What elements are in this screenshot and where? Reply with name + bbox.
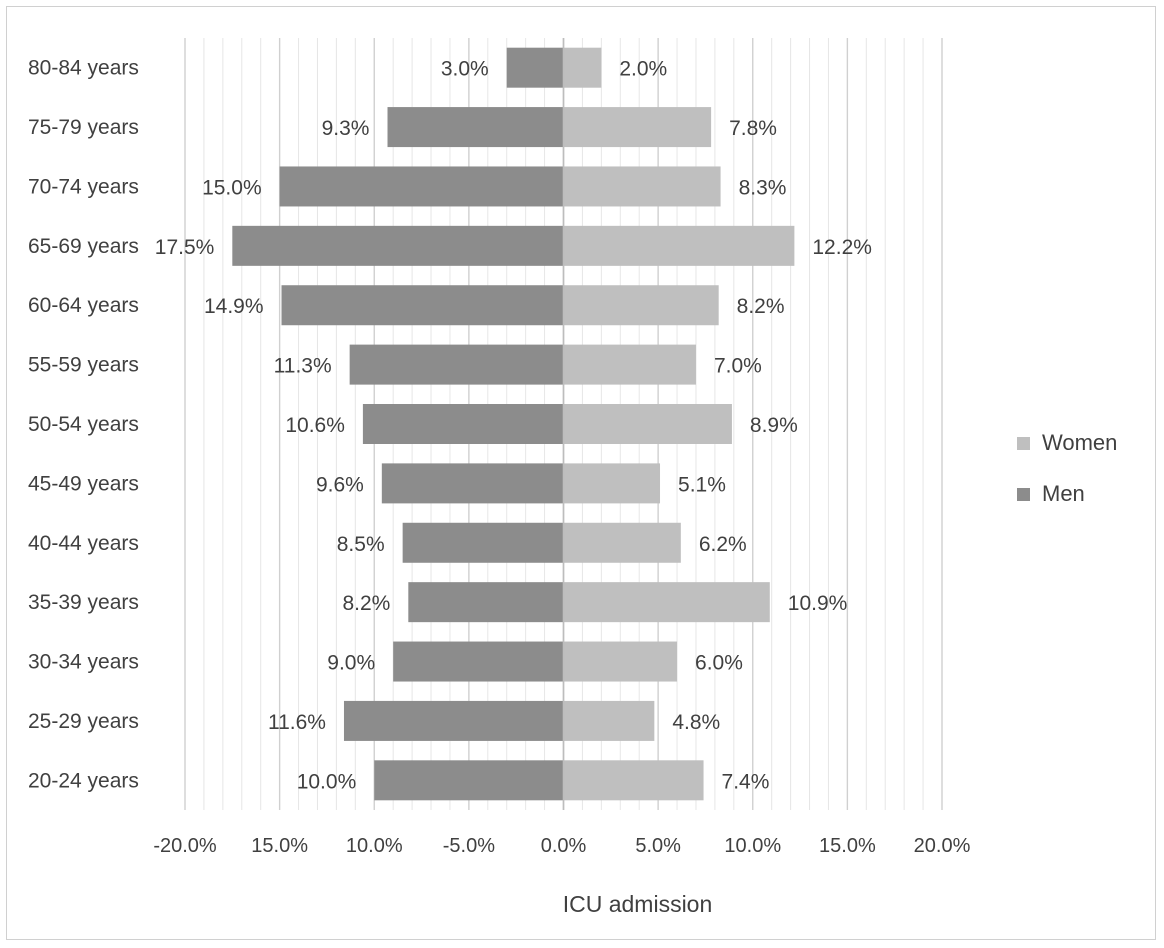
data-label-men: 15.0% — [202, 176, 262, 199]
bar-women — [563, 760, 704, 801]
data-label-women: 5.1% — [678, 473, 726, 496]
category-label: 50-54 years — [28, 413, 139, 436]
x-tick-label: 15.0% — [819, 835, 876, 857]
data-label-women: 12.2% — [812, 236, 872, 259]
legend-swatch-men — [1017, 488, 1030, 501]
category-label: 60-64 years — [28, 294, 139, 317]
bar-men — [506, 47, 564, 88]
bar-men — [402, 522, 564, 563]
bar-women — [563, 107, 712, 148]
category-label: 35-39 years — [28, 591, 139, 614]
data-label-women: 7.0% — [714, 355, 762, 378]
data-label-men: 9.0% — [327, 652, 375, 675]
bar-women — [563, 47, 602, 88]
bar-men — [374, 760, 564, 801]
legend-swatch-women — [1017, 437, 1030, 450]
bar-men — [387, 107, 564, 148]
legend-label-men: Men — [1042, 481, 1085, 506]
bar-women — [563, 404, 732, 444]
bar-women — [563, 641, 678, 682]
data-label-men: 10.6% — [285, 414, 345, 437]
data-label-women: 8.2% — [737, 295, 785, 318]
bar-men — [362, 404, 564, 444]
data-label-men: 11.3% — [274, 355, 332, 378]
data-label-men: 11.6% — [268, 711, 326, 734]
data-label-men: 9.3% — [322, 117, 370, 140]
category-label: 30-34 years — [28, 651, 139, 674]
bar-men — [279, 166, 564, 207]
data-label-women: 6.0% — [695, 652, 743, 675]
x-tick-label: 10.0% — [724, 835, 781, 857]
category-label: 55-59 years — [28, 354, 139, 377]
legend-label-women: Women — [1042, 430, 1117, 455]
bar-men — [381, 463, 564, 504]
bar-men — [408, 582, 564, 623]
category-label: 70-74 years — [28, 175, 139, 198]
data-label-men: 8.5% — [337, 533, 385, 556]
bar-women — [563, 522, 681, 563]
bar-women — [563, 285, 719, 326]
data-label-men: 3.0% — [441, 58, 489, 81]
x-tick-label: 20.0% — [914, 835, 971, 857]
category-label: 40-44 years — [28, 532, 139, 555]
data-label-women: 8.9% — [750, 414, 798, 437]
data-label-women: 6.2% — [699, 533, 747, 556]
category-label: 20-24 years — [28, 769, 139, 792]
bar-women — [563, 700, 655, 741]
x-tick-label: -5.0% — [443, 835, 495, 857]
bar-women — [563, 582, 770, 623]
category-label: 25-29 years — [28, 710, 139, 733]
data-label-men: 10.0% — [297, 770, 357, 793]
data-label-men: 17.5% — [155, 236, 215, 259]
data-label-women: 2.0% — [619, 58, 667, 81]
data-label-men: 14.9% — [204, 295, 264, 318]
category-label: 45-49 years — [28, 472, 139, 495]
data-label-women: 8.3% — [739, 176, 787, 199]
data-label-women: 7.4% — [722, 770, 770, 793]
data-label-men: 8.2% — [342, 592, 390, 615]
bar-women — [563, 344, 696, 385]
category-label: 65-69 years — [28, 235, 139, 258]
x-tick-label: 5.0% — [635, 835, 681, 857]
data-label-women: 10.9% — [788, 592, 848, 615]
x-tick-label: 10.0% — [346, 835, 403, 857]
data-label-men: 9.6% — [316, 473, 364, 496]
bar-men — [232, 225, 564, 266]
category-label: 80-84 years — [28, 57, 139, 80]
x-axis-title: ICU admission — [563, 891, 713, 917]
chart-frame — [6, 6, 1156, 940]
x-tick-label: 0.0% — [541, 835, 587, 857]
data-label-women: 4.8% — [672, 711, 720, 734]
x-tick-label: 15.0% — [251, 835, 308, 857]
data-label-women: 7.8% — [729, 117, 777, 140]
x-tick-label: -20.0% — [153, 835, 217, 857]
bar-women — [563, 166, 721, 207]
bar-men — [343, 700, 564, 741]
bar-women — [563, 225, 795, 266]
bar-men — [349, 344, 564, 385]
bar-women — [563, 463, 661, 504]
category-label: 75-79 years — [28, 116, 139, 139]
bar-men — [281, 285, 564, 326]
bar-men — [393, 641, 564, 682]
